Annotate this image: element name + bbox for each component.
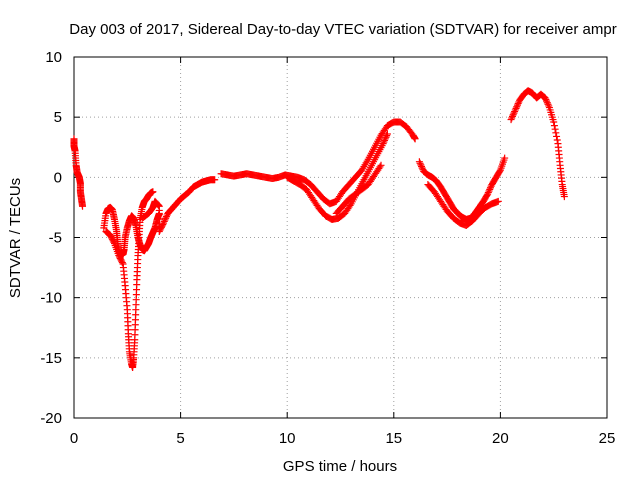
x-tick-label: 15 — [385, 430, 402, 447]
data-point — [552, 129, 560, 137]
data-point — [211, 176, 219, 184]
data-point — [553, 132, 561, 140]
data-point — [379, 140, 387, 148]
data-point — [560, 193, 568, 201]
chart-title: Day 003 of 2017, Sidereal Day-to-day VTE… — [69, 21, 616, 38]
data-point — [550, 118, 558, 126]
y-axis-label: SDTVAR / TECUs — [7, 178, 24, 298]
data-point — [160, 217, 168, 225]
data-point — [418, 163, 426, 171]
data-point — [118, 259, 126, 267]
data-point — [381, 136, 389, 144]
data-point — [154, 201, 162, 209]
data-point — [415, 158, 423, 166]
series-seg-i — [424, 181, 502, 229]
data-point — [162, 214, 170, 222]
data-point — [543, 99, 551, 107]
series-seg-e — [217, 118, 419, 208]
data-point — [513, 101, 521, 109]
data-point — [541, 94, 549, 102]
series-seg-d — [138, 176, 219, 235]
data-point — [376, 163, 384, 171]
y-tick-label: -5 — [49, 230, 62, 247]
data-point — [346, 201, 354, 209]
data-point — [512, 104, 520, 112]
data-point — [382, 133, 390, 141]
series-seg-a — [70, 135, 87, 210]
data-point — [162, 213, 170, 221]
grid-lines — [74, 57, 607, 418]
data-point — [507, 116, 515, 124]
y-tick-label: -15 — [40, 350, 62, 367]
data-point — [494, 197, 502, 205]
data-point — [486, 184, 494, 192]
x-tick-label: 5 — [176, 430, 184, 447]
data-point — [484, 189, 492, 197]
data-point — [411, 135, 419, 143]
y-tick-label: 0 — [54, 169, 62, 186]
data-point — [377, 161, 385, 169]
data-point — [416, 159, 424, 167]
data-point — [418, 164, 426, 172]
data-point — [508, 114, 516, 122]
data-point — [155, 201, 163, 209]
series-seg-c — [102, 188, 157, 371]
data-point — [508, 112, 516, 120]
data-point — [381, 135, 389, 143]
data-point — [510, 109, 518, 117]
axis-ticks — [73, 56, 608, 419]
data-point — [110, 238, 118, 246]
data-point — [159, 220, 167, 228]
data-point — [149, 188, 157, 196]
data-point — [79, 202, 87, 210]
x-tick-label: 25 — [599, 430, 616, 447]
data-point — [486, 185, 494, 193]
x-tick-labels: 0 5 10 15 20 25 — [70, 430, 616, 447]
data-point — [514, 100, 522, 108]
y-tick-labels: -20 -15 -10 -5 0 5 10 — [40, 49, 62, 427]
x-axis-label: GPS time / hours — [283, 458, 397, 475]
data-point — [544, 100, 552, 108]
series-seg-j — [507, 87, 568, 201]
data-point — [545, 102, 553, 110]
y-tick-label: -20 — [40, 410, 62, 427]
data-point — [383, 132, 391, 140]
y-tick-label: -10 — [40, 290, 62, 307]
x-tick-label: 20 — [492, 430, 509, 447]
data-point — [513, 103, 521, 111]
data-point — [380, 138, 388, 146]
series-seg-h — [415, 154, 509, 223]
y-tick-label: 10 — [45, 49, 62, 66]
data-points — [70, 87, 568, 371]
data-point — [383, 130, 391, 138]
data-point — [160, 219, 168, 227]
data-point — [485, 187, 493, 195]
data-point — [511, 108, 519, 116]
data-point — [496, 167, 504, 175]
data-point — [509, 111, 517, 119]
x-tick-label: 10 — [279, 430, 296, 447]
series-seg-g — [332, 161, 385, 217]
data-point — [543, 97, 551, 105]
data-point — [542, 96, 550, 104]
data-point — [417, 161, 425, 169]
data-point — [550, 122, 558, 130]
data-point — [161, 216, 169, 224]
data-point — [511, 106, 519, 114]
y-tick-label: 5 — [54, 109, 62, 126]
x-tick-label: 0 — [70, 430, 78, 447]
data-point — [553, 136, 561, 144]
data-point — [484, 190, 492, 198]
data-point — [501, 154, 509, 162]
data-point — [551, 125, 559, 133]
